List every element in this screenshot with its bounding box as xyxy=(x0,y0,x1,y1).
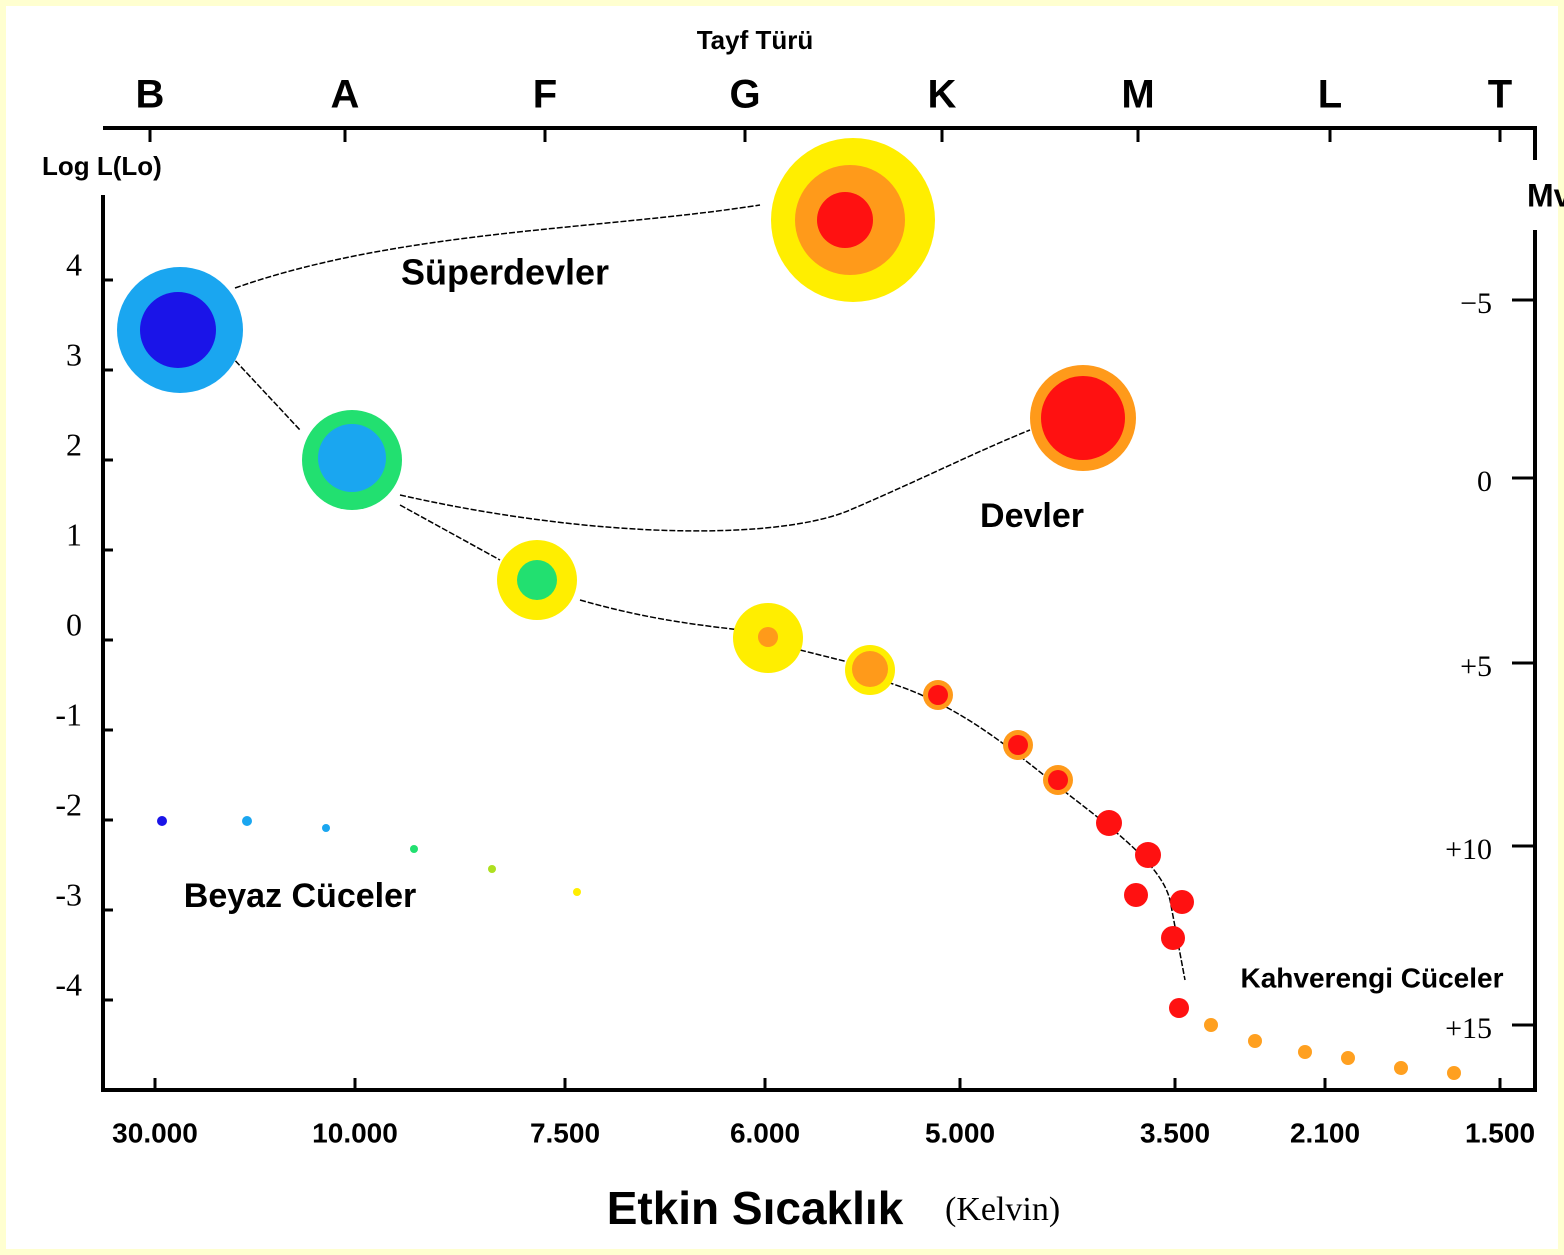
spectral-label: F xyxy=(533,73,557,117)
log-l-label: -2 xyxy=(55,786,82,822)
x-axis-title: Etkin Sıcaklık xyxy=(607,1182,904,1234)
region-label: Beyaz Cüceler xyxy=(184,877,416,915)
region-label: Süperdevler xyxy=(401,252,609,293)
mv-label: −5 xyxy=(1460,287,1492,320)
region-label: Kahverengi Cüceler xyxy=(1241,962,1504,993)
spectral-label: K xyxy=(928,73,957,117)
log-l-label: 4 xyxy=(66,246,82,282)
log-l-label: -3 xyxy=(55,876,82,912)
temperature-label: 5.000 xyxy=(925,1117,995,1148)
log-l-label: 1 xyxy=(66,516,82,552)
sequence-curves xyxy=(229,204,1186,981)
stars xyxy=(117,138,1461,1080)
mv-label: +15 xyxy=(1445,1012,1492,1045)
mv-label: 0 xyxy=(1477,465,1492,498)
region-label: Devler xyxy=(980,497,1084,535)
log-l-label: 3 xyxy=(66,336,82,372)
temperature-label: 7.500 xyxy=(530,1117,600,1148)
temperature-label: 1.500 xyxy=(1465,1117,1535,1148)
x-axis-unit: (Kelvin) xyxy=(945,1191,1060,1228)
temperature-label: 2.100 xyxy=(1290,1117,1360,1148)
log-l-label: 0 xyxy=(66,606,82,642)
temperature-label: 6.000 xyxy=(730,1117,800,1148)
mv-label: +10 xyxy=(1445,833,1492,866)
temperature-label: 3.500 xyxy=(1140,1117,1210,1148)
right-axis-title: Mv xyxy=(1527,177,1564,213)
temperature-label: 10.000 xyxy=(312,1117,398,1148)
spectral-label: A xyxy=(331,73,360,117)
frame xyxy=(101,126,1537,1092)
spectral-label: T xyxy=(1488,73,1512,117)
left-axis-title: Log L(Lo) xyxy=(42,151,162,181)
log-l-label: -1 xyxy=(55,696,82,732)
spectral-label: G xyxy=(729,73,760,117)
spectral-label: B xyxy=(136,73,165,117)
spectral-label: L xyxy=(1318,73,1342,117)
log-l-label: -4 xyxy=(55,966,82,1002)
temperature-label: 30.000 xyxy=(112,1117,198,1148)
spectral-label: M xyxy=(1121,73,1154,117)
mv-label: +5 xyxy=(1460,650,1492,683)
log-l-label: 2 xyxy=(66,426,82,462)
top-axis-title: Tayf Türü xyxy=(697,25,814,55)
